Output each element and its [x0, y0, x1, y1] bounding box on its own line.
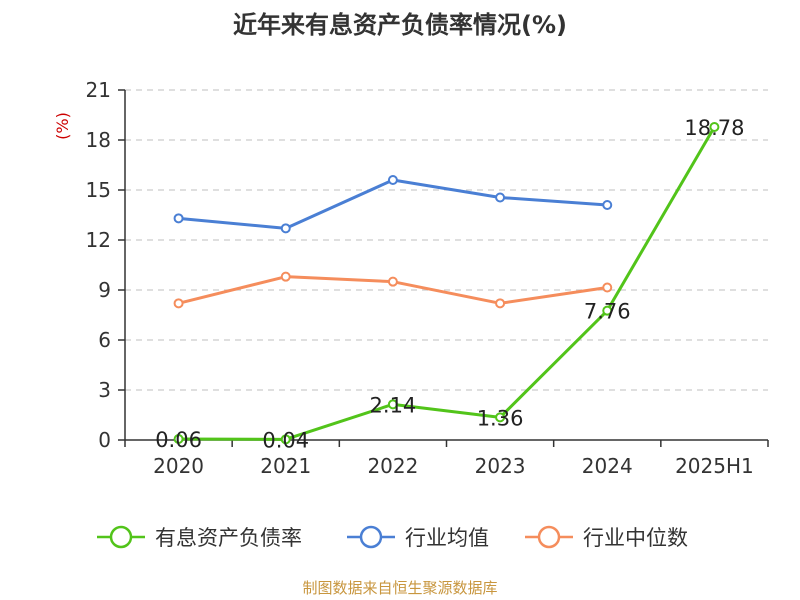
data-point: [495, 412, 506, 423]
y-tick-label: 6: [98, 328, 111, 352]
data-label: 2.14: [370, 393, 417, 417]
data-point: [173, 298, 184, 309]
legend: 有息资产负债率 行业均值 行业中位数: [97, 525, 688, 550]
x-tick-label: 2024: [582, 454, 633, 478]
data-label: 0.06: [155, 428, 202, 452]
legend-label: 行业均值: [405, 526, 489, 550]
series-lines: [173, 122, 720, 445]
data-label: 18.78: [684, 116, 744, 140]
y-tick-label: 12: [86, 228, 111, 252]
data-point: [602, 305, 613, 316]
x-tick-label: 2025H1: [675, 454, 754, 478]
y-tick-label: 9: [98, 278, 111, 302]
y-tick-label: 0: [98, 428, 111, 452]
source-note: 制图数据来自恒生聚源数据库: [302, 579, 497, 597]
series-line: [178, 178, 608, 230]
data-point: [173, 213, 184, 224]
y-tick-label: 15: [86, 178, 111, 202]
y-axis-label: (%): [53, 112, 72, 140]
data-point: [602, 200, 613, 210]
data-label: 0.04: [262, 428, 309, 452]
data-point: [173, 434, 184, 444]
data-label: 7.76: [584, 300, 631, 324]
legend-swatch-marker: [537, 525, 561, 549]
legend-item: 有息资产负债率: [97, 525, 302, 550]
legend-item: 行业均值: [347, 525, 489, 550]
y-tick-label: 21: [86, 78, 111, 102]
data-labels: 0.06 0.04 2.14 1.36 7.76 18.78: [155, 116, 744, 452]
data-point: [387, 175, 398, 185]
legend-swatch-marker: [359, 525, 383, 549]
x-tick-label: 2020: [153, 454, 204, 478]
y-tick-label: 3: [98, 378, 111, 402]
data-point: [387, 399, 398, 410]
x-tick-label: 2021: [260, 454, 311, 478]
data-point: [280, 434, 291, 445]
data-point: [495, 192, 506, 203]
legend-item: 行业中位数: [525, 525, 688, 550]
legend-swatch-marker: [109, 525, 133, 549]
x-tick-label: 2023: [475, 454, 526, 478]
legend-label: 行业中位数: [583, 526, 688, 550]
axes: 0 3 6 9 12 15 18 21 2020 2021 2022 2023 2024 2025H1: [86, 78, 769, 478]
data-point: [709, 122, 720, 132]
data-label: 1.36: [477, 406, 524, 430]
series-line: [178, 126, 716, 441]
y-tick-label: 18: [86, 128, 111, 152]
data-point: [387, 276, 398, 287]
data-point: [602, 282, 613, 293]
x-tick-label: 2022: [367, 454, 418, 478]
data-point: [280, 223, 291, 234]
data-point: [495, 298, 506, 309]
data-point: [280, 271, 291, 282]
grid-lines: [125, 89, 768, 391]
legend-label: 有息资产负债率: [155, 526, 302, 550]
chart-title: 近年来有息资产负债率情况(%): [233, 11, 567, 39]
